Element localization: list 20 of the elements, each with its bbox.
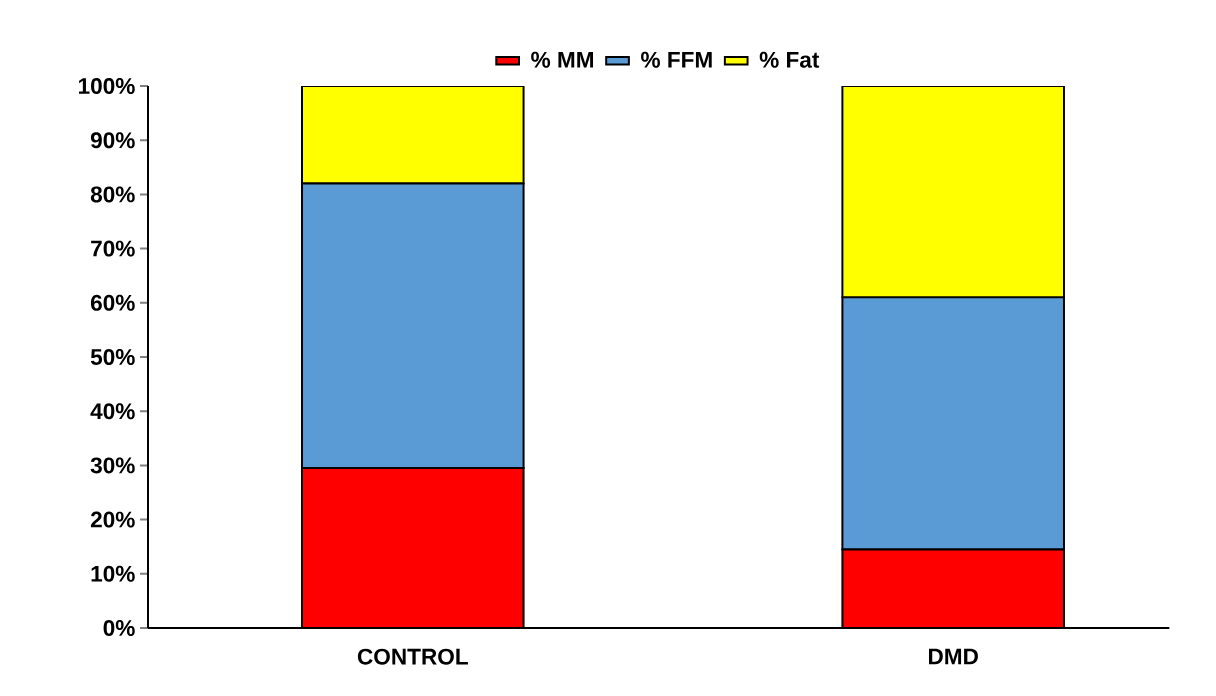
x-tick-label: CONTROL	[357, 648, 468, 665]
legend-label: % MM	[531, 51, 594, 68]
y-tick-label: 30%	[90, 457, 135, 474]
y-tick-label: 70%	[91, 240, 135, 257]
legend-label: % FFM	[641, 51, 712, 68]
y-tick-label: 0%	[103, 620, 135, 636]
y-tick-label: 80%	[90, 186, 135, 203]
y-tick-label: 10%	[91, 565, 135, 582]
y-tick-label: 60%	[90, 294, 135, 311]
y-tick-label: 20%	[90, 511, 135, 528]
bar	[301, 85, 525, 185]
x-tick-label: DMD	[929, 648, 978, 665]
legend-label: % Fat	[759, 51, 820, 68]
bar	[841, 548, 1065, 628]
y-tick-label: 40%	[90, 403, 135, 420]
y-tick-label: 100%	[79, 78, 135, 94]
y-tick-label: 90%	[90, 132, 135, 149]
bar	[841, 85, 1065, 299]
y-tick-label: 50%	[90, 349, 135, 365]
bar	[302, 468, 524, 628]
